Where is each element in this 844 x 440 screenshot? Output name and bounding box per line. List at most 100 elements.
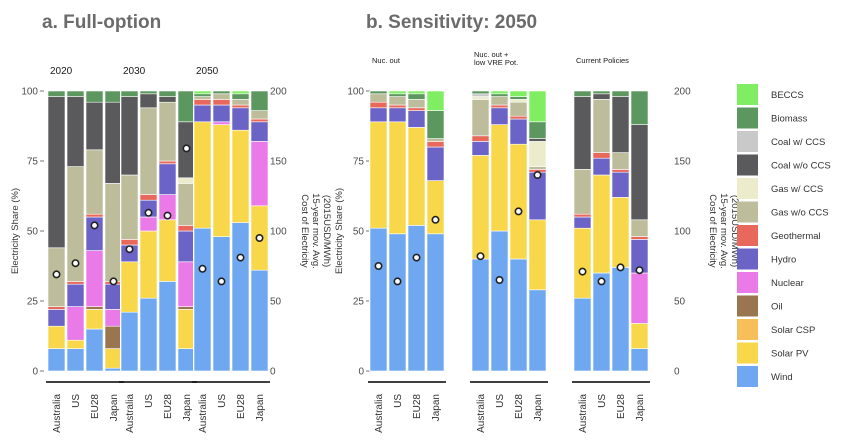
y2-axis-label: Cost of Electricity [299, 194, 310, 268]
y2-axis-label: 15-year mov. Avg. [718, 193, 729, 269]
bar-segment-australia-coal-w-o-ccs [120, 96, 139, 176]
cost-point-australia [52, 270, 61, 279]
y2-tick-label: 50 [270, 297, 282, 308]
category-label-eu28: EU28 [90, 394, 101, 419]
legend-item-solar-csp: Solar CSP [737, 319, 815, 340]
y2-tick-label: 200 [674, 87, 691, 98]
legend-label-gas-w-o-ccs: Gas w/o CCS [771, 208, 829, 219]
cost-point-us [393, 277, 402, 286]
legend-swatch-wind [737, 366, 758, 387]
bar-segment-australia-biomass [193, 93, 212, 97]
bar-segment-us-nuclear [212, 121, 231, 125]
bar-segment-australia-solar-pv [369, 121, 388, 229]
bar-segment-japan-nuclear [630, 272, 649, 324]
category-label-us: US [597, 394, 608, 408]
category-label-japan: Japan [182, 394, 193, 421]
bar-segment-australia-wind [471, 258, 490, 372]
bar-segment-japan-biomass [104, 90, 123, 103]
category-label-eu28: EU28 [236, 394, 247, 419]
bar-segment-eu28-hydro [611, 171, 630, 198]
cost-point-australia [198, 264, 207, 273]
bar-segment-japan-gas-w-o-ccs [630, 219, 649, 237]
bar-segment-australia-hydro [471, 141, 490, 156]
bar-segment-australia-biomass [369, 90, 388, 95]
category-label-us: US [393, 394, 404, 408]
bar-segment-australia-biomass [573, 90, 592, 97]
y2-axis-label: 15-year mov. Avg. [310, 193, 321, 269]
bar-segment-australia-hydro [47, 309, 66, 327]
bar-segment-australia-geothermal [120, 239, 139, 246]
category-label-eu28: EU28 [616, 394, 627, 419]
bar-segment-australia-biomass [47, 90, 66, 97]
bar-segment-japan-geothermal [630, 236, 649, 240]
bar-segment-australia-hydro [573, 216, 592, 229]
category-label-australia: Australia [578, 394, 589, 433]
panel-b-title: b. Sensitivity: 2050 [366, 12, 537, 33]
bar-segment-australia-solar-pv [573, 227, 592, 299]
bar-segment-japan-wind [250, 269, 269, 372]
bar-segment-australia-solar-pv [471, 155, 490, 260]
bar-segment-eu28-coal-w-o-ccs [85, 101, 104, 151]
bar-segment-us-geothermal [66, 281, 85, 285]
legend: BECCS Biomass Coal w/ CCS Coal w/o CCS Gas w… [737, 84, 831, 387]
cost-point-australia [476, 252, 485, 261]
bar-segment-eu28-gas-w-o-ccs [231, 99, 250, 106]
bar-segment-eu28-biomass [158, 90, 177, 97]
legend-item-coal-w-ccs: Coal w/ CCS [737, 131, 825, 152]
y2-tick-label: 200 [270, 87, 287, 98]
bar-segment-australia-solar-pv [120, 261, 139, 313]
cost-point-us [597, 277, 606, 286]
bar-segment-japan-biomass [426, 110, 445, 139]
bar-segment-japan-biomass [177, 90, 196, 123]
bar-segment-japan-geothermal [250, 118, 269, 123]
bar-segment-eu28-oil [85, 306, 104, 310]
category-label-japan: Japan [635, 394, 646, 421]
bar-segment-australia-geothermal [369, 101, 388, 109]
bar-segment-us-hydro [212, 104, 231, 123]
y-tick-label: 75 [353, 157, 365, 168]
cost-point-eu28 [163, 211, 172, 220]
legend-swatch-gas-w-o-ccs [737, 201, 758, 223]
bar-segment-japan-nuclear [250, 141, 269, 207]
bar-segment-us-biomass [490, 93, 509, 97]
bar-segment-japan-coal-w-o-ccs [630, 124, 649, 221]
bar-segment-australia-geothermal [47, 306, 66, 310]
bar-segment-japan-beccs [528, 90, 547, 123]
bar-segment-australia-wind [573, 297, 592, 372]
legend-label-gas-w-ccs: Gas w/ CCS [771, 184, 823, 195]
bar-segment-japan-wind [630, 348, 649, 372]
bar-segment-japan-nuclear [177, 261, 196, 307]
cost-point-japan [182, 144, 191, 153]
bar-segment-eu28-geothermal [509, 115, 528, 120]
category-label-australia: Australia [476, 394, 487, 433]
legend-swatch-hydro [737, 248, 758, 270]
bar-segment-japan-gas-w-ccs [177, 177, 196, 184]
bar-segment-us-gas-w-o-ccs [388, 96, 407, 106]
y-tick-label: 25 [27, 297, 39, 308]
bar-segment-japan-solar-pv [528, 219, 547, 291]
panel-a: 0 25 50 75 100 Electricity Share (%) 0 50 100 150… [10, 66, 332, 433]
cost-point-eu28 [236, 253, 245, 262]
facet-label: 2050 [196, 66, 219, 77]
y2-tick-label: 100 [674, 227, 691, 238]
legend-item-wind: Wind [737, 366, 793, 387]
y2-tick-label: 0 [674, 367, 680, 378]
bar-segment-eu28-wind [611, 267, 630, 372]
legend-swatch-coal-w-o-ccs [737, 154, 758, 176]
bar-segment-us-geothermal [490, 104, 509, 109]
facet-2050: 2050 Australia US EU28 Japan [192, 66, 270, 433]
bar-segment-eu28-solar-pv [611, 197, 630, 268]
y-tick-label: 50 [27, 227, 39, 238]
cost-point-japan [431, 215, 440, 224]
category-label-japan: Japan [255, 394, 266, 421]
bar-segment-australia-wind [369, 227, 388, 372]
category-label-us: US [71, 394, 82, 408]
y2-tick-label: 0 [270, 367, 276, 378]
cost-point-japan [109, 277, 118, 286]
bar-segment-japan-geothermal [177, 225, 196, 232]
legend-label-beccs: BECCS [771, 90, 804, 101]
y2-axis-label: Cost of Electricity [707, 194, 718, 268]
bar-segment-australia-wind [47, 348, 66, 372]
facet-label: Nuc. out [372, 56, 401, 65]
